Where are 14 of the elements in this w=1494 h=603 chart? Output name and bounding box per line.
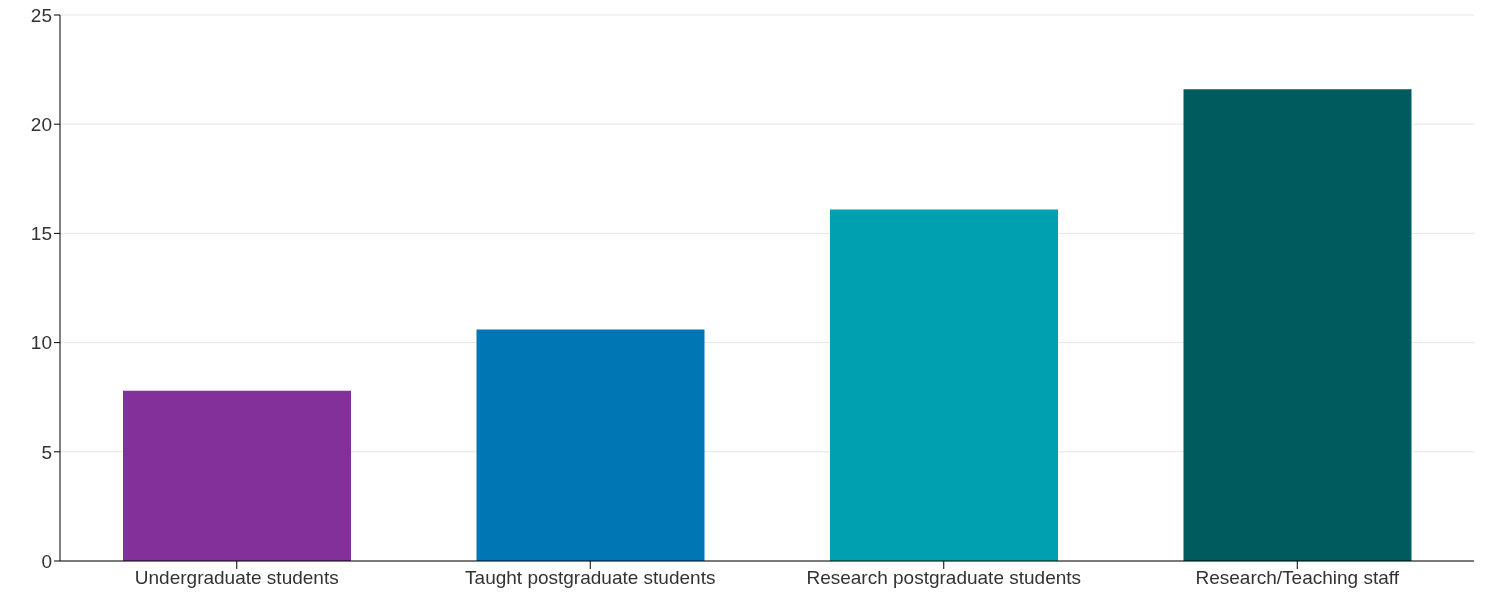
x-tick-label: Taught postgraduate students [465,567,716,589]
bar [476,329,705,561]
y-tick-label: 25 [30,4,52,26]
x-tick-label: Undergraduate students [134,567,339,589]
bar [830,209,1058,561]
y-tick-label: 15 [30,223,52,245]
x-tick-label: Research/Teaching staff [1195,567,1400,589]
y-tick-label: 0 [41,550,52,572]
bar [123,390,351,561]
y-tick-label: 20 [30,113,52,135]
y-tick-label: 10 [30,332,52,354]
bar [1183,89,1412,561]
x-tick-label: Research postgraduate students [806,567,1082,589]
y-tick-label: 5 [41,441,52,463]
